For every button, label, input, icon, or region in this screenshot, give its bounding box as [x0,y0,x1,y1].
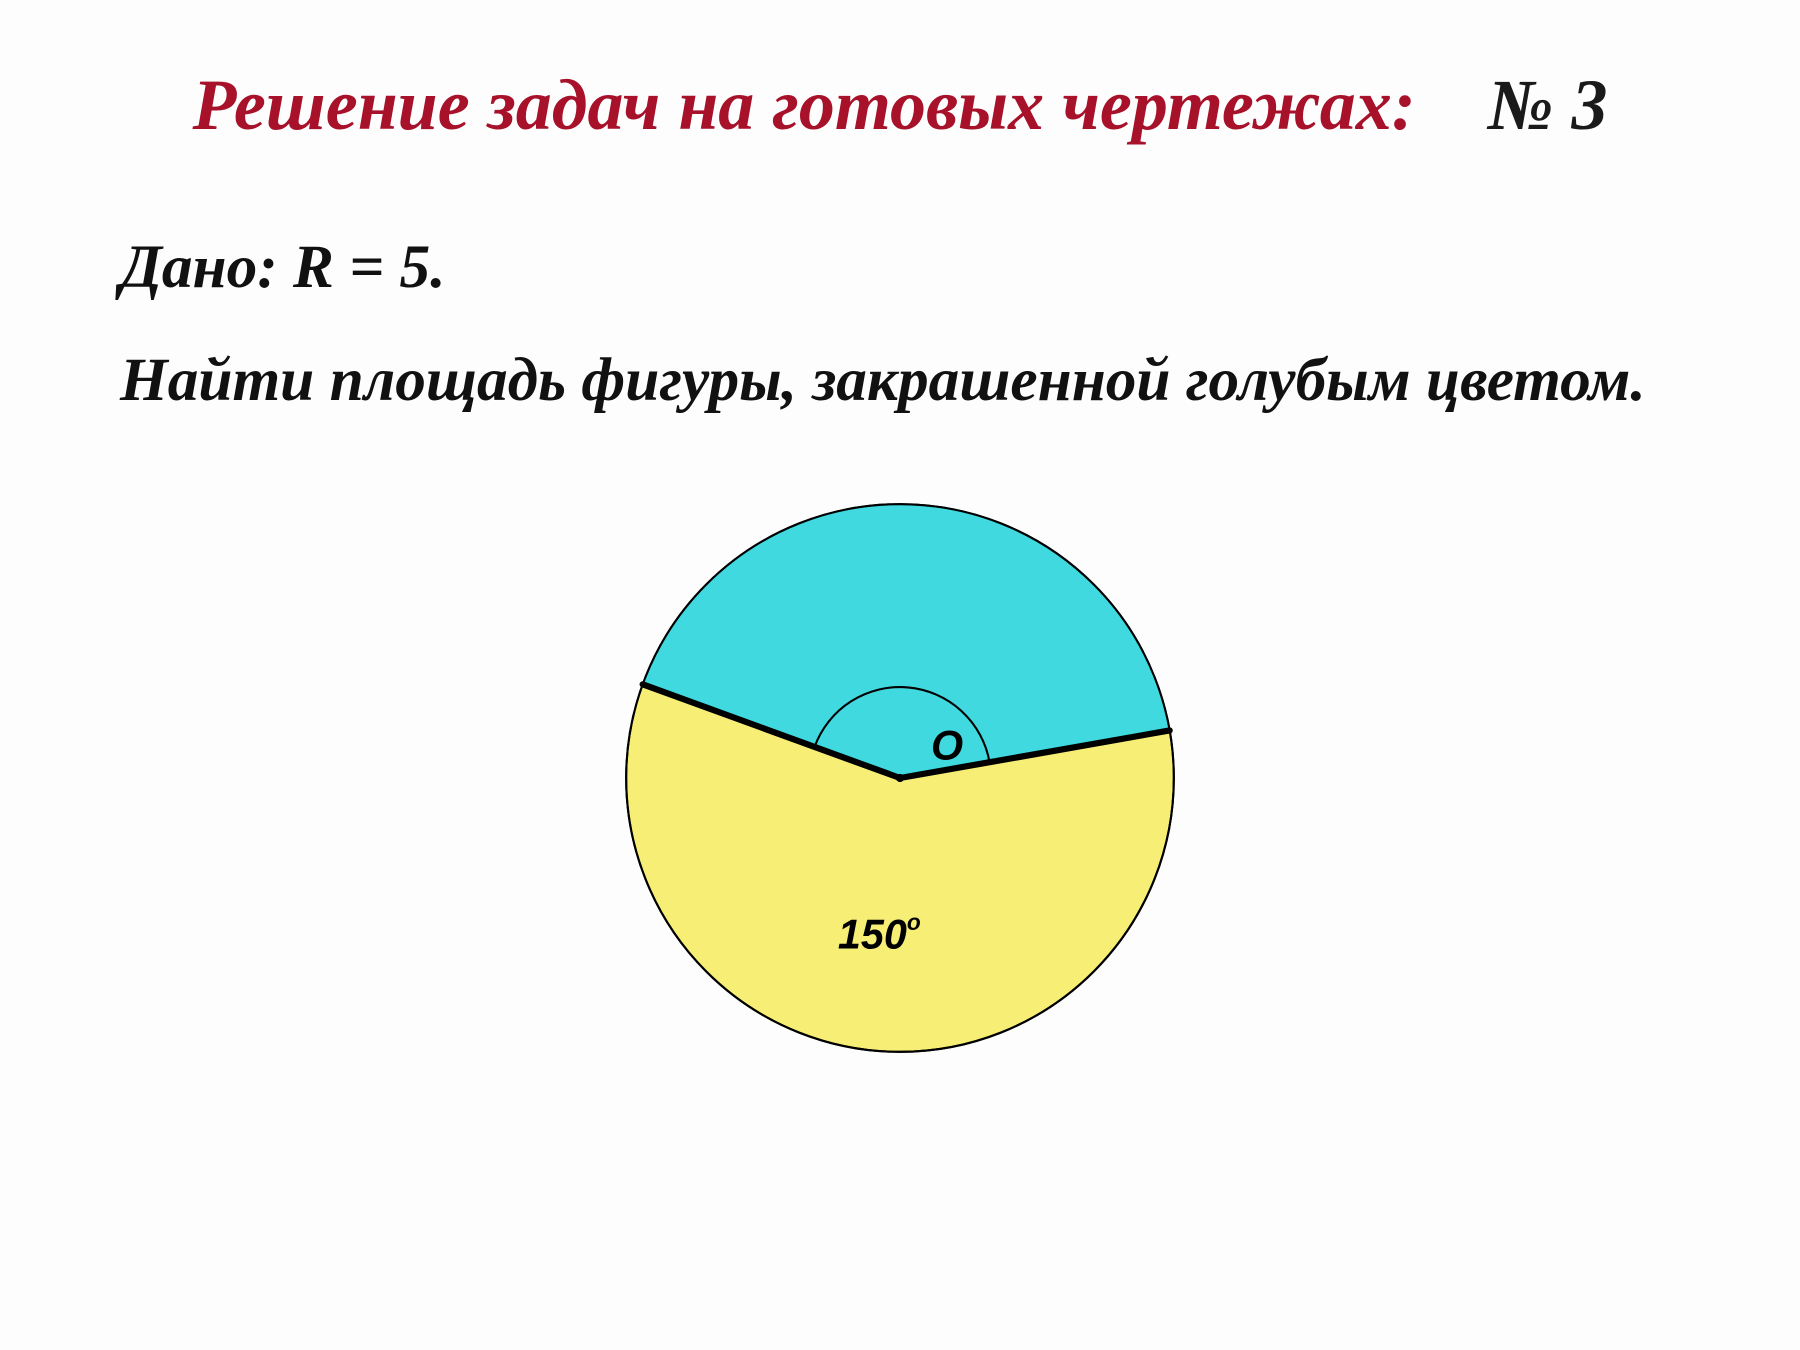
title-number: № 3 [1488,65,1608,145]
center-point [896,774,904,782]
circle-sector-diagram: О150о [590,468,1210,1088]
slide-title: Решение задач на готовых чертежах: № 3 [120,60,1680,150]
center-label: О [931,722,963,768]
title-prefix: Решение задач на готовых чертежах: [192,65,1415,145]
slide: Решение задач на готовых чертежах: № 3 Д… [0,0,1800,1350]
diagram-container: О150о [120,468,1680,1088]
task-line: Найти площадь фигуры, закрашенной голубы… [120,333,1680,428]
given-line: Дано: R = 5. [120,220,1680,315]
